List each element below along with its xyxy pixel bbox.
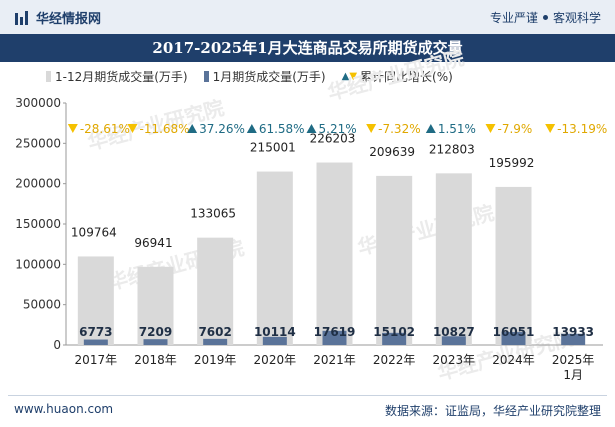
title-bar: 2017-2025年1月大连商品交易所期货成交量 xyxy=(0,34,615,62)
growth-value-label: -7.32% xyxy=(378,122,420,136)
total-value-label: 212803 xyxy=(429,142,475,156)
month-value-label: 17619 xyxy=(314,325,356,339)
growth-down-triangle xyxy=(127,124,138,133)
month-value-label: 7209 xyxy=(139,325,172,339)
x-tick-label: 1月 xyxy=(563,368,583,382)
legend-item-growth: ▲ ▼ 累计同比增长(%) xyxy=(342,68,453,85)
growth-value-label: 5.21% xyxy=(319,122,357,136)
x-tick-label: 2025年 xyxy=(552,353,595,367)
month-bar xyxy=(561,333,586,345)
total-value-label: 133065 xyxy=(190,207,236,221)
growth-down-triangle xyxy=(67,124,78,133)
total-bar xyxy=(316,162,353,345)
legend-item-month: 1月期货成交量(万手) xyxy=(203,68,326,85)
bar-chart-logo-icon xyxy=(15,10,28,25)
growth-down-triangle xyxy=(485,124,496,133)
total-bar xyxy=(435,173,472,345)
y-tick-label: 250000 xyxy=(15,136,61,150)
total-swatch-icon xyxy=(46,71,51,82)
tagline-left: 专业严谨 xyxy=(489,11,538,25)
total-value-label: 215001 xyxy=(250,141,296,155)
footer-divider xyxy=(8,395,607,396)
month-value-label: 7602 xyxy=(198,325,231,339)
legend-label-month: 1月期货成交量(万手) xyxy=(212,70,326,84)
y-tick-label: 300000 xyxy=(15,96,61,110)
month-bar xyxy=(143,339,168,345)
total-value-label: 226203 xyxy=(310,132,356,146)
month-bar xyxy=(203,338,228,345)
growth-down-triangle xyxy=(545,124,556,133)
x-tick-label: 2024年 xyxy=(492,353,535,367)
growth-up-triangle xyxy=(246,124,257,133)
month-value-label: 13933 xyxy=(552,325,594,339)
month-bar xyxy=(382,332,407,345)
month-bar xyxy=(441,336,466,345)
chart-title: 2017-2025年1月大连商品交易所期货成交量 xyxy=(152,39,463,57)
x-tick-label: 2023年 xyxy=(433,353,476,367)
y-tick-label: 200000 xyxy=(15,177,61,191)
legend-label-total: 1-12月期货成交量(万手) xyxy=(55,70,188,84)
chart-legend: 1-12月期货成交量(万手) 1月期货成交量(万手) ▲ ▼ 累计同比增长(%) xyxy=(46,68,469,85)
total-bar xyxy=(495,186,532,345)
y-tick-label: 100000 xyxy=(15,257,61,271)
growth-up-triangle xyxy=(187,124,198,133)
tagline: 专业严谨 客观科学 xyxy=(490,9,601,26)
growth-up-triangle xyxy=(425,124,436,133)
brand-name: 华经情报网 xyxy=(36,12,102,27)
legend-label-growth: 累计同比增长(%) xyxy=(360,70,453,84)
up-triangle-icon: ▲ xyxy=(341,71,350,82)
growth-up-triangle xyxy=(306,124,317,133)
month-bar xyxy=(83,339,108,345)
x-tick-label: 2022年 xyxy=(373,353,416,367)
y-tick-label: 150000 xyxy=(15,217,61,231)
x-tick-label: 2020年 xyxy=(254,353,297,367)
top-bar: 华经情报网 专业严谨 客观科学 xyxy=(0,0,615,34)
growth-value-label: 61.58% xyxy=(259,122,305,136)
footer-website: www.huaon.com xyxy=(14,402,114,416)
month-value-label: 16051 xyxy=(493,325,535,339)
y-tick-label: 50000 xyxy=(23,298,61,312)
watermark-text: 华经产业研究院 xyxy=(325,45,466,104)
total-bar xyxy=(77,256,114,345)
growth-value-label: -28.61% xyxy=(80,122,130,136)
total-bar xyxy=(137,266,174,345)
total-value-label: 96941 xyxy=(134,236,172,250)
brand: 华经情报网 xyxy=(14,8,101,27)
total-bar xyxy=(256,171,293,345)
month-value-label: 10827 xyxy=(433,325,475,339)
growth-value-label: -13.19% xyxy=(557,122,607,136)
month-value-label: 10114 xyxy=(254,325,296,339)
down-triangle-icon: ▼ xyxy=(349,71,358,82)
tagline-right: 客观科学 xyxy=(552,11,601,25)
month-bar xyxy=(262,336,287,345)
month-value-label: 15102 xyxy=(373,325,415,339)
month-swatch-icon xyxy=(203,71,209,82)
total-bar xyxy=(376,175,413,345)
x-tick-label: 2019年 xyxy=(194,353,237,367)
growth-value-label: -11.68% xyxy=(140,122,190,136)
y-tick-label: 0 xyxy=(53,338,61,352)
month-bar xyxy=(501,332,526,345)
growth-value-label: 1.51% xyxy=(438,122,476,136)
total-value-label: 109764 xyxy=(71,225,117,239)
month-value-label: 6773 xyxy=(79,325,112,339)
legend-item-total: 1-12月期货成交量(万手) xyxy=(46,68,188,85)
total-value-label: 209639 xyxy=(369,145,415,159)
x-tick-label: 2018年 xyxy=(134,353,177,367)
growth-value-label: -7.9% xyxy=(498,122,533,136)
x-tick-label: 2021年 xyxy=(313,353,356,367)
growth-down-triangle xyxy=(366,124,377,133)
growth-value-label: 37.26% xyxy=(199,122,245,136)
total-value-label: 195992 xyxy=(489,156,535,170)
footer-source: 数据来源：证监局，华经产业研究院整理 xyxy=(384,404,601,418)
dot-separator-icon xyxy=(542,15,548,20)
month-bar xyxy=(322,330,347,345)
total-bar xyxy=(197,237,234,345)
x-tick-label: 2017年 xyxy=(75,353,118,367)
